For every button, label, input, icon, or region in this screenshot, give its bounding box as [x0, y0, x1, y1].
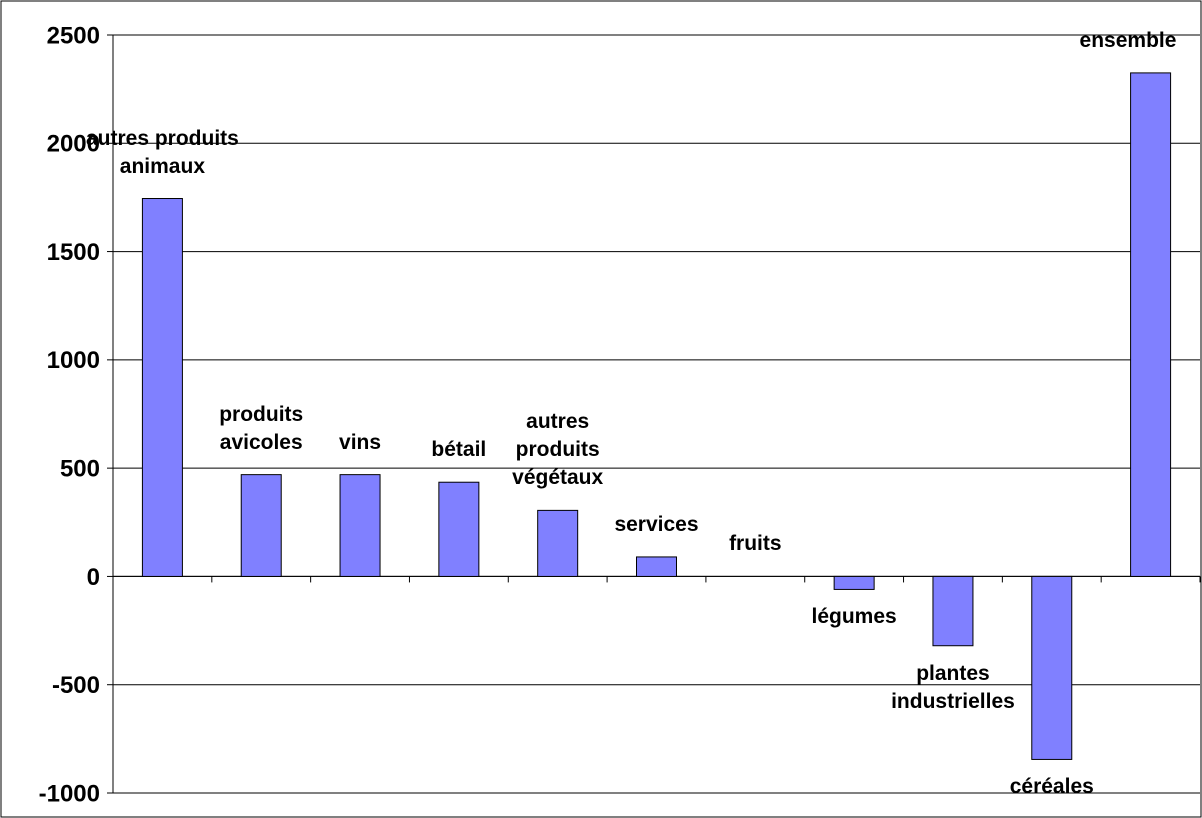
category-label: légumes [811, 605, 897, 629]
bar [1031, 575, 1073, 760]
category-label: céréales [1009, 775, 1094, 799]
category-label: vins [339, 430, 382, 454]
y-tick-label: 2500 [47, 22, 100, 49]
y-tick-label: 1500 [47, 239, 100, 266]
y-tick-label: 1000 [47, 347, 100, 374]
y-tick-label: -500 [52, 672, 100, 699]
bar [339, 474, 381, 577]
bar [141, 198, 183, 577]
bar [438, 481, 480, 577]
category-label: services [614, 512, 699, 536]
y-tick-label: 0 [87, 564, 100, 591]
category-label: produits avicoles [219, 402, 304, 454]
category-label: fruits [729, 532, 782, 556]
bar [537, 509, 579, 577]
bar [636, 556, 677, 577]
bar [833, 575, 875, 590]
category-label: plantes industrielles [891, 661, 1015, 713]
category-label: autres produits animaux [85, 126, 239, 178]
y-tick-label: 500 [60, 455, 100, 482]
category-label: autres produits végétaux [512, 410, 604, 490]
category-label: bétail [431, 438, 487, 462]
y-tick-label: -1000 [39, 780, 100, 807]
bar [932, 575, 974, 647]
category-label: ensemble [1079, 28, 1177, 52]
bar [240, 474, 282, 577]
y-tick-label: 2000 [47, 131, 100, 158]
bar [1130, 72, 1172, 577]
